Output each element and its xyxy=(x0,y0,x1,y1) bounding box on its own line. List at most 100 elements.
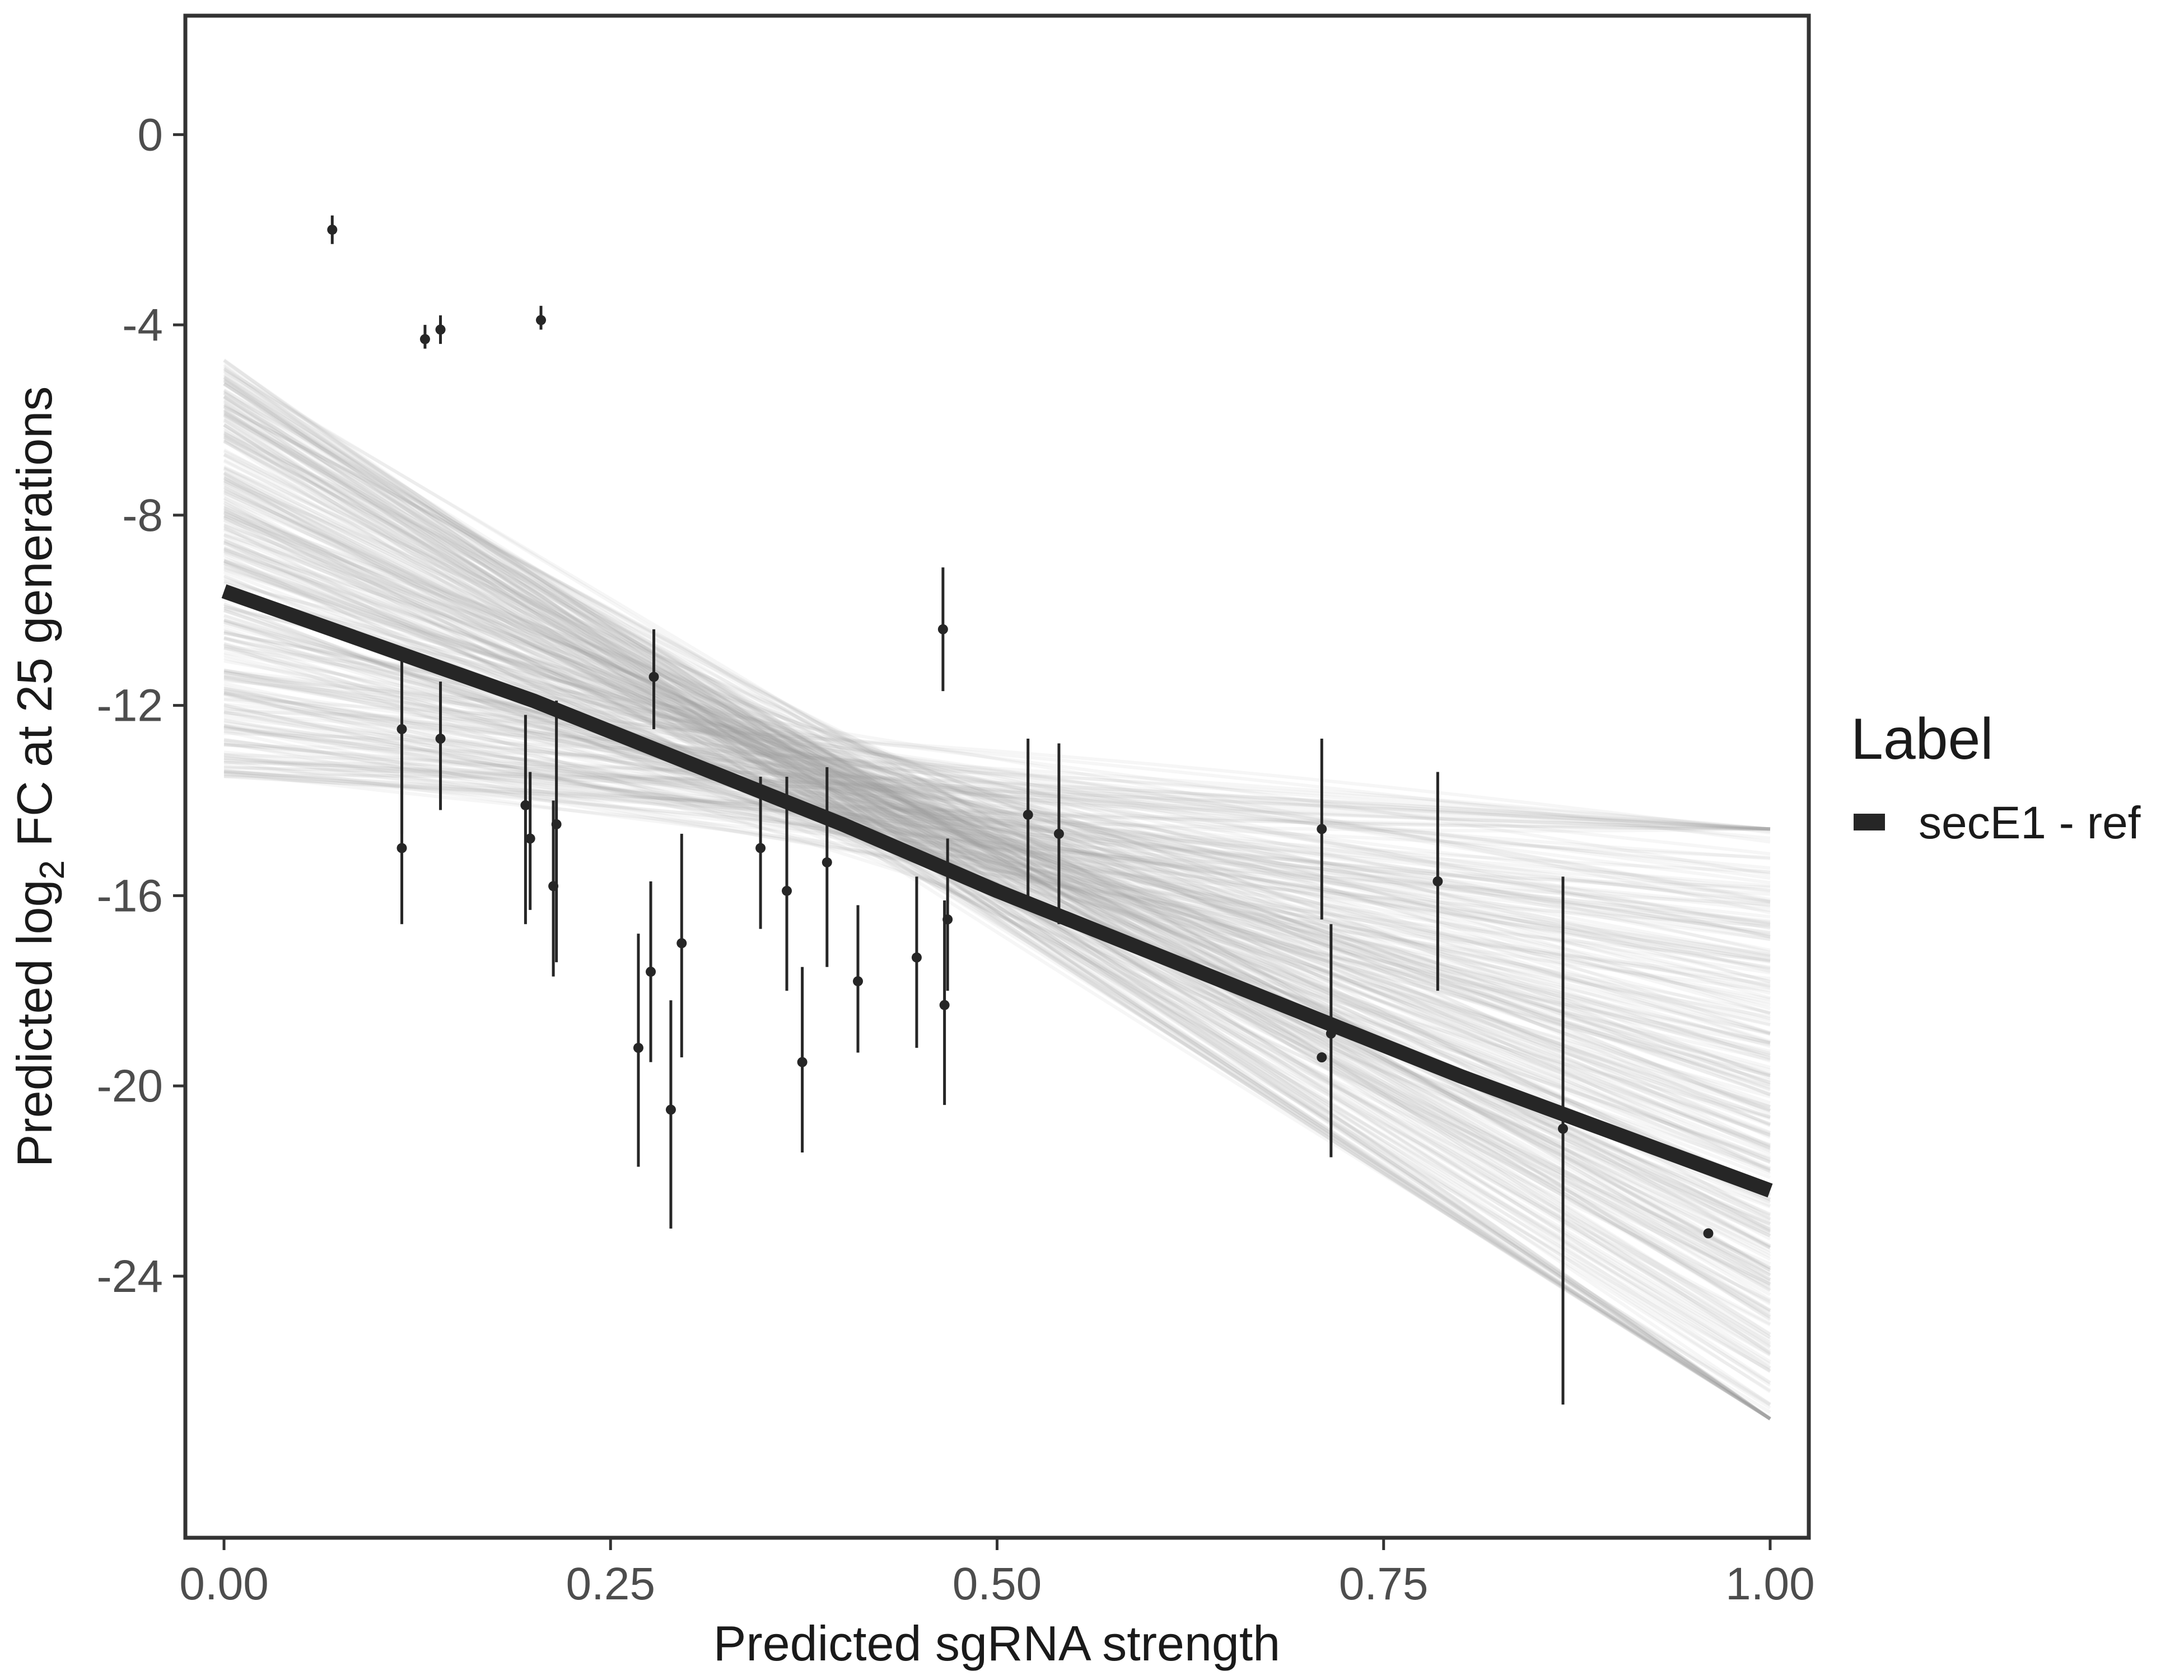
posterior-draw-line xyxy=(223,525,1771,1266)
posterior-draw-line xyxy=(223,772,1771,893)
posterior-draw-line xyxy=(223,711,1771,833)
posterior-draw-line xyxy=(223,712,1771,939)
posterior-draw-line xyxy=(223,504,1771,1201)
point-marker xyxy=(853,976,864,987)
posterior-draw-line xyxy=(223,412,1771,1304)
posterior-draw-line xyxy=(223,479,1771,1148)
legend-key-secE1-ref xyxy=(1854,814,1885,830)
posterior-draw-line xyxy=(223,724,1771,964)
posterior-draw-line xyxy=(223,486,1771,1216)
posterior-draw-line xyxy=(223,452,1771,1249)
point-marker xyxy=(782,885,792,896)
posterior-draw-line xyxy=(223,533,1771,1135)
posterior-draw-line xyxy=(223,636,1771,1048)
posterior-draw-line xyxy=(223,703,1771,986)
posterior-draw-line xyxy=(223,620,1771,1063)
y-tick-label: -16 xyxy=(96,870,163,921)
posterior-draw-line xyxy=(223,381,1771,1421)
posterior-draw-line xyxy=(223,551,1771,1089)
posterior-draw-line xyxy=(223,671,1771,930)
point-marker xyxy=(942,914,953,925)
posterior-draw-line xyxy=(223,692,1771,1045)
data-point xyxy=(419,325,430,349)
posterior-draw-line xyxy=(223,670,1771,961)
posterior-draw-line xyxy=(223,452,1771,1272)
point-marker xyxy=(1317,824,1327,834)
posterior-draw-line xyxy=(223,405,1771,1272)
posterior-draw-line xyxy=(223,367,1771,1421)
posterior-draw-line xyxy=(223,564,1771,1119)
posterior-draw-line xyxy=(223,606,1771,1078)
posterior-draw-line xyxy=(223,618,1771,1077)
y-tick-label: -12 xyxy=(96,680,163,731)
point-marker xyxy=(822,857,832,867)
posterior-draw-line xyxy=(223,465,1771,1270)
posterior-draw-line xyxy=(223,646,1771,1035)
posterior-draw-line xyxy=(223,769,1771,833)
posterior-draw-line xyxy=(223,408,1771,1421)
data-point xyxy=(525,772,535,910)
posterior-draw-line xyxy=(223,669,1771,902)
posterior-draw-line xyxy=(223,707,1771,856)
data-point xyxy=(665,1000,676,1229)
posterior-draw-line xyxy=(223,636,1771,1020)
posterior-draw-line xyxy=(223,413,1771,1277)
posterior-draw-line xyxy=(223,431,1771,1220)
posterior-draw-line xyxy=(223,561,1771,1034)
data-point xyxy=(937,567,948,692)
posterior-draw-line xyxy=(223,679,1771,903)
posterior-draw-line xyxy=(223,515,1771,1149)
data-point xyxy=(1326,924,1336,1158)
data-point xyxy=(911,876,922,1048)
posterior-draw-line xyxy=(223,497,1771,1196)
posterior-draw-line xyxy=(223,693,1771,1045)
posterior-draw-line xyxy=(223,739,1771,963)
posterior-draw-line xyxy=(223,770,1771,831)
y-tick-label: -4 xyxy=(122,300,163,351)
posterior-draw-line xyxy=(223,668,1771,958)
posterior-draw-line xyxy=(223,369,1771,1364)
posterior-draw-line xyxy=(223,528,1771,1234)
point-marker xyxy=(665,1104,676,1115)
point-marker xyxy=(419,334,430,344)
posterior-draw-line xyxy=(223,365,1771,1421)
posterior-draw-line xyxy=(223,581,1771,1035)
posterior-draw-line xyxy=(223,682,1771,1023)
posterior-draw-line xyxy=(223,518,1771,1096)
posterior-draw-line xyxy=(223,539,1771,1171)
posterior-draw-line xyxy=(223,382,1771,1345)
posterior-draw-line xyxy=(223,718,1771,990)
posterior-draw-line xyxy=(223,608,1771,1121)
posterior-draw-line xyxy=(223,629,1771,1057)
posterior-draw-line xyxy=(223,466,1771,1172)
posterior-draw-line xyxy=(223,738,1771,975)
data-point xyxy=(633,934,643,1167)
posterior-draw-line xyxy=(223,684,1771,1053)
posterior-draw-line xyxy=(223,764,1771,888)
posterior-draw-line xyxy=(223,382,1771,1370)
x-tick-label: 0.75 xyxy=(1339,1558,1429,1609)
posterior-draw-line xyxy=(223,538,1771,1127)
posterior-draw-line xyxy=(223,774,1771,831)
y-tick-label: -24 xyxy=(96,1251,163,1302)
data-point xyxy=(520,715,531,925)
posterior-draw-line xyxy=(223,651,1771,952)
data-point xyxy=(646,881,656,1062)
point-marker xyxy=(937,624,948,634)
y-axis-title-prefix: Predicted log xyxy=(7,880,62,1168)
posterior-draw-line xyxy=(223,623,1771,1004)
point-marker xyxy=(1053,828,1064,839)
posterior-draw-line xyxy=(223,729,1771,831)
posterior-draw-line xyxy=(223,643,1771,1119)
posterior-draw-line xyxy=(223,590,1771,1035)
posterior-draw-line xyxy=(223,724,1771,992)
posterior-draw-line xyxy=(223,740,1771,962)
posterior-draw-line xyxy=(223,476,1771,1238)
data-point xyxy=(396,758,407,925)
posterior-draw-line xyxy=(223,627,1771,1072)
posterior-draw-line xyxy=(223,458,1771,1306)
posterior-draw-line xyxy=(223,395,1771,1421)
posterior-draw-line xyxy=(223,414,1771,1406)
posterior-draw-line xyxy=(223,770,1771,831)
posterior-draw-line xyxy=(223,656,1771,1026)
